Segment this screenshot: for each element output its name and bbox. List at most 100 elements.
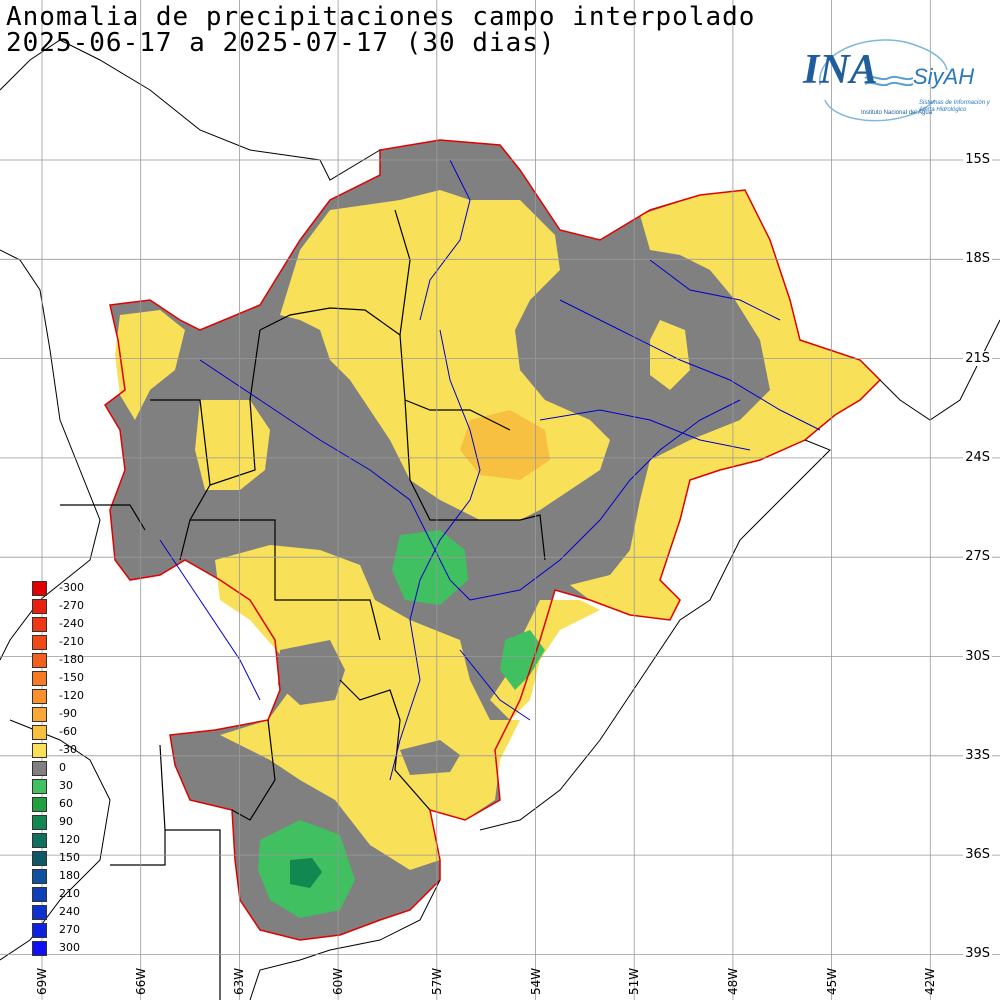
legend-swatch (32, 833, 47, 848)
legend-label: -270 (59, 599, 84, 612)
logo-subtitle: Instituto Nacional del Agua (861, 110, 933, 116)
legend-swatch (32, 851, 47, 866)
border-line (404, 399, 546, 561)
legend-swatch (32, 653, 47, 668)
legend-item: 150 (32, 850, 92, 868)
coast-line (249, 879, 441, 1001)
border-line (190, 519, 381, 641)
anomaly-green-center (392, 530, 468, 605)
legend-swatch (32, 923, 47, 938)
legend-swatch (32, 743, 47, 758)
legend-label: 30 (59, 779, 73, 792)
anomaly-gray-spot-south (400, 740, 460, 775)
legend-item: 270 (32, 922, 92, 940)
legend-label: -90 (59, 707, 77, 720)
basin-outline (104, 139, 882, 941)
river-line (419, 159, 471, 321)
river-line (469, 399, 741, 601)
river-line (539, 409, 751, 451)
legend-swatch (32, 635, 47, 650)
legend-item: -120 (32, 688, 92, 706)
legend-label: -60 (59, 725, 77, 738)
logo-ina-text: INA (803, 47, 878, 93)
border-line (165, 829, 221, 1000)
river-line (159, 539, 261, 701)
legend-item: 240 (32, 904, 92, 922)
color-legend: -300 -270 -240 -210 -180 -150 -120 -90 -60 -30 0 30… (32, 580, 92, 958)
anomaly-yellow-west (115, 310, 185, 420)
legend-swatch (32, 617, 47, 632)
latitude-label: 39S (963, 946, 992, 962)
legend-item: 30 (32, 778, 92, 796)
legend-label: 150 (59, 851, 80, 864)
legend-label: 120 (59, 833, 80, 846)
border-line (150, 399, 211, 486)
country-borders (60, 209, 546, 1000)
rivers (159, 159, 821, 781)
legend-item: 300 (32, 940, 92, 958)
legend-item: -150 (32, 670, 92, 688)
logo-tagline: Sistemas de Información y Alerta Hidroló… (919, 100, 990, 113)
anomaly-yellow-east (570, 190, 880, 620)
latitude-label: 18S (963, 251, 992, 267)
legend-item: 60 (32, 796, 92, 814)
legend-swatch (32, 581, 47, 596)
legend-item: -90 (32, 706, 92, 724)
legend-label: 240 (59, 905, 80, 918)
legend-item: -30 (32, 742, 92, 760)
legend-swatch (32, 671, 47, 686)
legend-swatch (32, 905, 47, 920)
coast-line (479, 439, 831, 831)
legend-item: 0 (32, 760, 92, 778)
legend-swatch (32, 779, 47, 794)
coast-line (0, 249, 101, 661)
border-line (231, 719, 276, 821)
legend-label: -300 (59, 581, 84, 594)
coastlines (0, 39, 1000, 1001)
river-line (559, 299, 821, 431)
legend-item: -210 (32, 634, 92, 652)
legend-item: -300 (32, 580, 92, 598)
legend-label: -210 (59, 635, 84, 648)
coast-line (0, 39, 381, 181)
river-line (649, 259, 781, 321)
latitude-label: 27S (963, 549, 992, 565)
river-line (459, 649, 531, 721)
legend-label: -240 (59, 617, 84, 630)
legend-swatch (32, 725, 47, 740)
river-line (389, 329, 481, 781)
legend-label: 270 (59, 923, 80, 936)
anomaly-green-east (500, 630, 545, 690)
legend-item: -240 (32, 616, 92, 634)
border-line (110, 744, 166, 866)
legend-label: -150 (59, 671, 84, 684)
border-line (179, 329, 261, 561)
legend-swatch (32, 599, 47, 614)
latitude-label: 33S (963, 747, 992, 763)
latitude-label: 30S (963, 648, 992, 664)
river-line (199, 359, 471, 601)
legend-label: 60 (59, 797, 73, 810)
legend-label: 180 (59, 869, 80, 882)
legend-swatch (32, 761, 47, 776)
latitude-label: 21S (963, 350, 992, 366)
ina-siyah-logo: INA SiyAH Instituto Nacional del Agua Si… (795, 30, 995, 130)
legend-label: 210 (59, 887, 80, 900)
legend-swatch (32, 887, 47, 902)
legend-label: 0 (59, 761, 66, 774)
border-line (339, 679, 431, 811)
border-line (60, 504, 146, 531)
legend-item: -270 (32, 598, 92, 616)
legend-item: 90 (32, 814, 92, 832)
anomaly-yellow-southeast (490, 600, 600, 720)
legend-swatch (32, 797, 47, 812)
legend-item: -180 (32, 652, 92, 670)
logo-swoosh-icon (819, 39, 948, 122)
legend-label: -180 (59, 653, 84, 666)
map-title: Anomalia de precipitaciones campo interp… (6, 2, 756, 32)
legend-label: -30 (59, 743, 77, 756)
legend-item: 120 (32, 832, 92, 850)
latitude-label: 24S (963, 449, 992, 465)
